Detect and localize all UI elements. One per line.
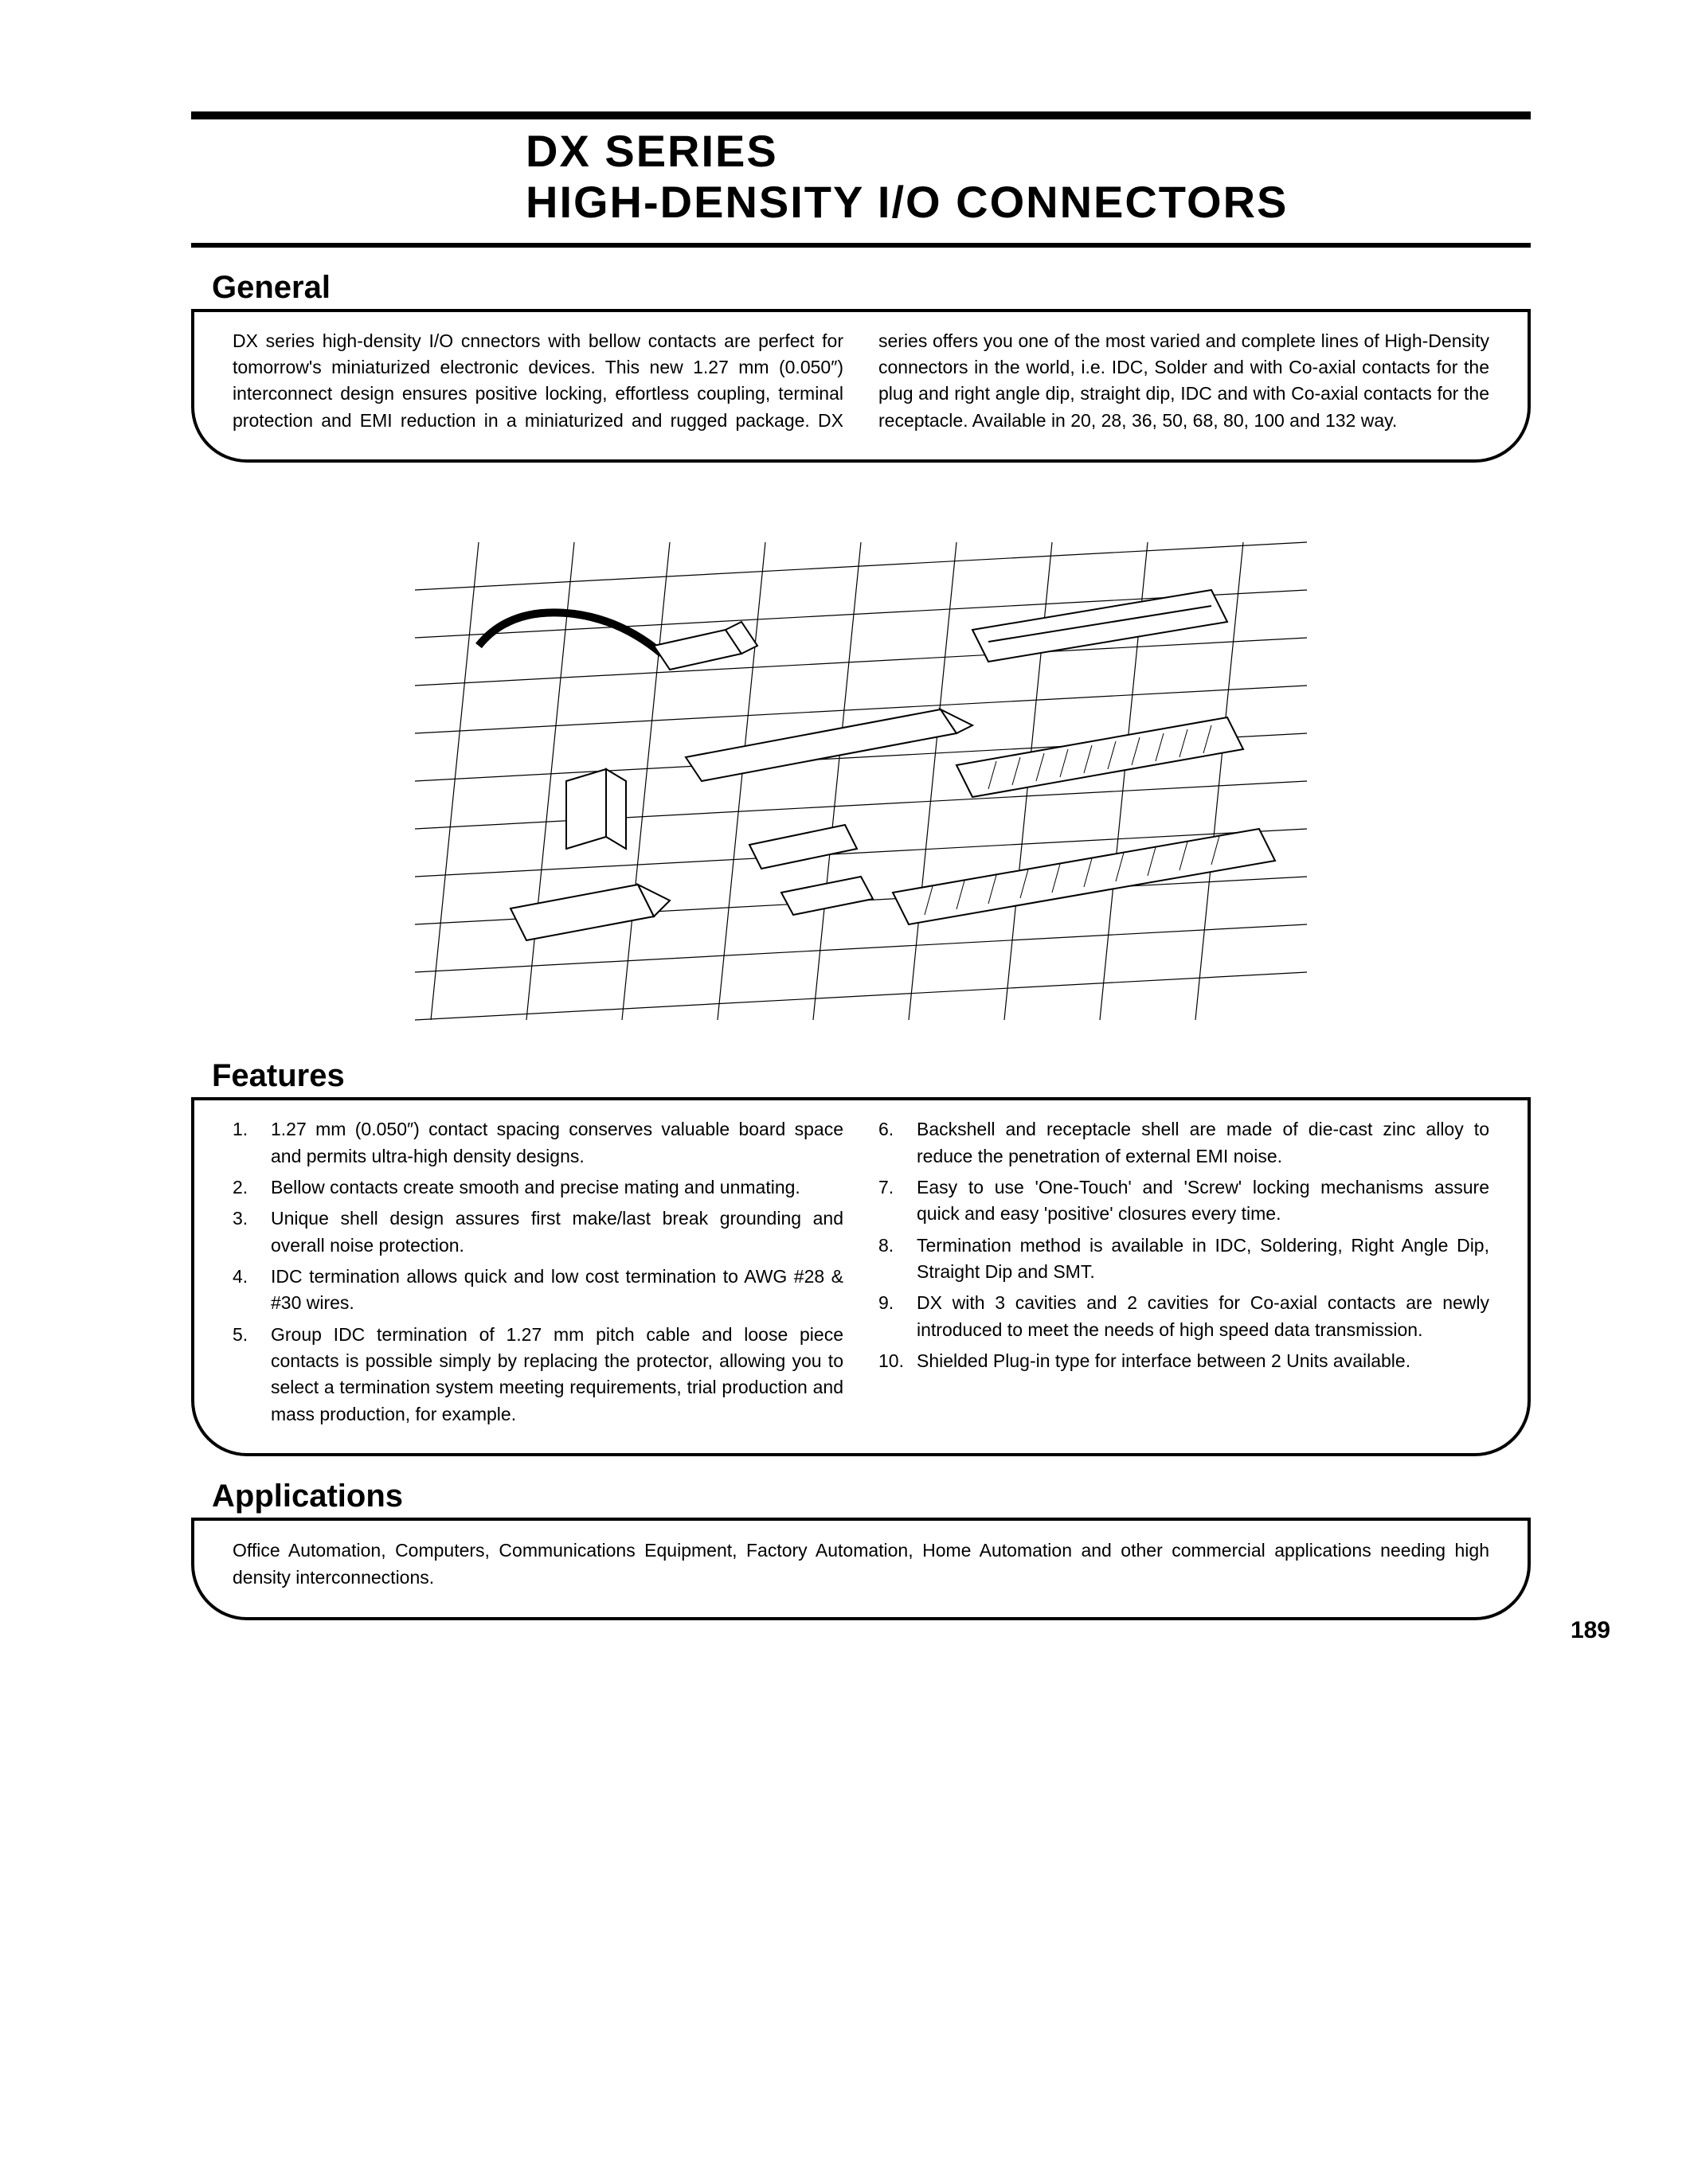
connectors-line-art-icon	[383, 494, 1339, 1036]
feature-item: DX with 3 cavities and 2 cavities for Co…	[878, 1290, 1489, 1343]
title-rule-top	[191, 111, 1531, 119]
applications-body: Office Automation, Computers, Communicat…	[233, 1537, 1489, 1592]
heading-applications: Applications	[212, 1479, 1531, 1514]
features-list-wrap: 1.27 mm (0.050″) contact spacing conserv…	[233, 1116, 1489, 1428]
features-list: 1.27 mm (0.050″) contact spacing conserv…	[233, 1116, 1489, 1428]
title-block: DX SERIES HIGH-DENSITY I/O CONNECTORS	[191, 126, 1531, 238]
title-line-1: DX SERIES	[526, 126, 1531, 177]
feature-item: Group IDC termination of 1.27 mm pitch c…	[233, 1322, 843, 1428]
datasheet-page: DX SERIES HIGH-DENSITY I/O CONNECTORS Ge…	[16, 32, 1674, 1668]
heading-general: General	[212, 270, 1531, 306]
feature-item: Shielded Plug-in type for interface betw…	[878, 1348, 1489, 1374]
feature-item: Unique shell design assures first make/l…	[233, 1205, 843, 1259]
page-number: 189	[1571, 1617, 1610, 1644]
feature-item: Termination method is available in IDC, …	[878, 1233, 1489, 1286]
feature-item: Bellow contacts create smooth and precis…	[233, 1174, 843, 1201]
bubble-features: 1.27 mm (0.050″) contact spacing conserv…	[191, 1099, 1531, 1456]
title-line-2: HIGH-DENSITY I/O CONNECTORS	[526, 177, 1531, 228]
heading-features: Features	[212, 1058, 1531, 1094]
feature-item: 1.27 mm (0.050″) contact spacing conserv…	[233, 1116, 843, 1170]
feature-item: IDC termination allows quick and low cos…	[233, 1264, 843, 1317]
feature-item: Easy to use 'One-Touch' and 'Screw' lock…	[878, 1174, 1489, 1228]
bubble-general: DX series high-density I/O cnnectors wit…	[191, 311, 1531, 463]
feature-item: Backshell and receptacle shell are made …	[878, 1116, 1489, 1170]
bubble-applications: Office Automation, Computers, Communicat…	[191, 1519, 1531, 1620]
general-body: DX series high-density I/O cnnectors wit…	[233, 328, 1489, 434]
product-illustration	[191, 494, 1531, 1036]
title-rule-bottom	[191, 243, 1531, 248]
